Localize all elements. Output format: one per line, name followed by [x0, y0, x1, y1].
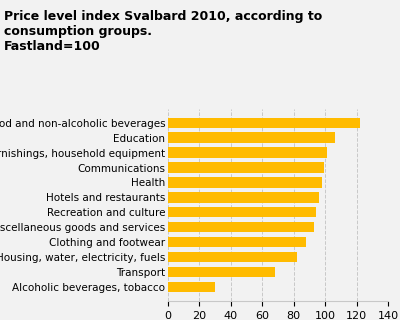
Bar — [168, 207, 316, 218]
Text: Price level index Svalbard 2010, according to consumption groups.
Fastland=100: Price level index Svalbard 2010, accordi… — [4, 10, 322, 52]
Bar — [168, 192, 319, 203]
Bar — [168, 282, 215, 292]
Bar — [168, 148, 327, 158]
Bar — [168, 267, 275, 277]
Bar — [168, 252, 297, 262]
Bar — [168, 177, 322, 188]
Bar — [168, 237, 306, 247]
Bar — [168, 222, 314, 232]
Bar — [168, 162, 324, 173]
Bar — [168, 117, 360, 128]
Bar — [168, 132, 334, 143]
